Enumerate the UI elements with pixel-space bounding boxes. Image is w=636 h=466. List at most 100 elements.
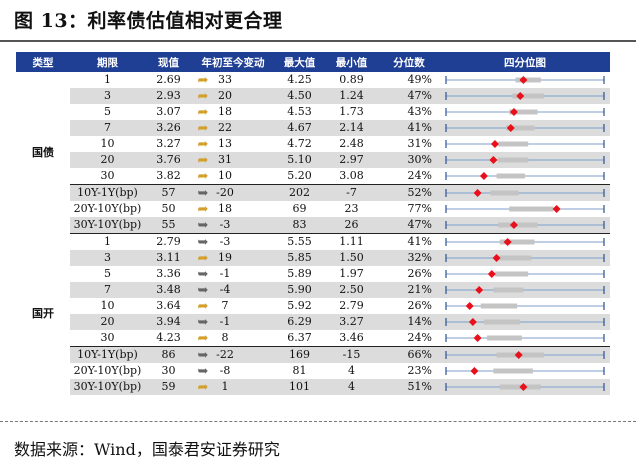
quartile-box: [498, 157, 529, 163]
cell-max: 5.10: [274, 152, 325, 168]
cell-max: 6.29: [274, 314, 325, 330]
cell-percentile: 66%: [378, 346, 440, 363]
quartile-plot: [445, 238, 605, 246]
cell-current: 30: [161, 364, 176, 377]
cell-term: 10Y-1Y(bp): [70, 346, 145, 363]
quartile-plot: [445, 351, 605, 359]
cell-max: 4.67: [274, 120, 325, 136]
quartile-box: [483, 319, 521, 325]
cell-min: -7: [325, 184, 378, 201]
table-row: 10Y-1Y(bp) 57 ➥ -20 202 -7 52%: [16, 184, 610, 201]
arrow-up-right-icon: ➦: [197, 201, 209, 217]
cell-max: 202: [274, 184, 325, 201]
quartile-plot: [445, 205, 605, 213]
cell-ytd-change: ➥ -22: [192, 346, 274, 363]
cell-ytd-change: ➥ -3: [192, 217, 274, 234]
cell-current: 57: [145, 184, 192, 201]
cell-percentile: 26%: [407, 267, 432, 280]
cell-term: 30Y-10Y(bp): [70, 217, 145, 234]
quartile-plot-cell: [440, 363, 610, 379]
table-row: 7 3.48 ➥ -4 5.90 2.50 21%: [16, 282, 610, 298]
cell-ytd-change-value: 31: [218, 153, 232, 166]
cell-ytd-change: ➦ 7: [192, 298, 274, 314]
cell-ytd-change-value: -3: [219, 235, 231, 248]
quartile-box: [494, 271, 529, 277]
table-row: 5 3.07 ➦ 18 4.53 1.73 43%: [16, 104, 610, 120]
cell-ytd-change: ➥ -1: [192, 314, 274, 330]
cell-current: 3.64: [156, 299, 181, 312]
quartile-plot: [445, 367, 605, 375]
quartile-plot: [445, 92, 605, 100]
figure-title: 图 13：利率债估值相对更合理: [14, 10, 283, 32]
cell-current: 4.23: [156, 331, 181, 344]
current-percentile-marker: [509, 221, 518, 229]
cell-percentile: 26%: [407, 299, 432, 312]
cell-min: 2.79: [339, 299, 364, 312]
cell-ytd-change: ➦ 19: [192, 250, 274, 266]
cell-term: 1: [104, 73, 111, 86]
table-row: 5 3.36 ➥ -1 5.89 1.97 26%: [16, 266, 610, 282]
cell-term: 7: [70, 282, 145, 298]
cell-min: 1.73: [339, 105, 364, 118]
cell-current: 3.11: [145, 250, 192, 266]
header-ytd-change: 年初至今变动: [192, 52, 274, 72]
cell-ytd-change-value: 33: [218, 73, 232, 86]
quartile-box: [490, 190, 519, 196]
cell-max: 5.90: [274, 282, 325, 298]
cell-max: 4.53: [287, 105, 312, 118]
cell-min: 23: [344, 202, 359, 215]
cell-current: 3.48: [145, 282, 192, 298]
arrow-down-right-icon: ➥: [197, 282, 209, 298]
quartile-box: [512, 93, 544, 99]
cell-ytd-change-value: -8: [219, 364, 231, 377]
arrow-down-right-icon: ➥: [197, 217, 209, 233]
cell-term: 30Y-10Y(bp): [70, 379, 145, 395]
valuation-table: 类型 期限 现值 年初至今变动 最大值 最小值 分位数 四分位图 国债 1 2.69…: [16, 52, 610, 395]
cell-min: 3.27: [325, 314, 378, 330]
cell-max: 5.55: [274, 233, 325, 250]
cell-percentile: 23%: [407, 364, 432, 377]
cell-term: 5: [104, 267, 111, 280]
quartile-plot: [445, 76, 605, 84]
group-label: 国开: [16, 233, 70, 395]
table-row: 3 3.11 ➦ 19 5.85 1.50 32%: [16, 250, 610, 266]
quartile-plot-cell: [440, 298, 610, 314]
cell-term: 1: [70, 233, 145, 250]
quartile-plot-cell: [440, 282, 610, 298]
cell-ytd-change-value: -22: [216, 348, 234, 361]
quartile-plot-cell: [440, 330, 610, 347]
quartile-box: [498, 141, 529, 147]
cell-max: 5.92: [287, 299, 312, 312]
cell-ytd-change: ➦ 18: [192, 104, 274, 120]
quartile-box: [493, 287, 524, 293]
quartile-plot: [445, 156, 605, 164]
quartile-plot: [445, 140, 605, 148]
quartile-plot-cell: [440, 201, 610, 217]
header-quartile-chart: 四分位图: [440, 52, 610, 72]
header-current: 现值: [145, 52, 192, 72]
current-percentile-marker: [487, 270, 496, 278]
current-percentile-marker: [552, 205, 561, 213]
cell-percentile: 49%: [407, 73, 432, 86]
table-row: 20 3.94 ➥ -1 6.29 3.27 14%: [16, 314, 610, 330]
cell-max: 4.72: [287, 137, 312, 150]
table-row: 10 3.64 ➦ 7 5.92 2.79 26%: [16, 298, 610, 314]
arrow-down-right-icon: ➥: [197, 266, 209, 282]
quartile-plot: [445, 302, 605, 310]
cell-ytd-change: ➦ 33: [192, 72, 274, 88]
current-percentile-marker: [479, 172, 488, 180]
quartile-plot: [445, 318, 605, 326]
cell-ytd-change: ➥ -20: [192, 184, 274, 201]
quartile-box: [480, 303, 518, 309]
cell-max: 5.20: [287, 169, 312, 182]
header-type: 类型: [16, 52, 70, 72]
cell-percentile: 24%: [407, 331, 432, 344]
cell-min: -15: [325, 346, 378, 363]
current-percentile-marker: [490, 140, 499, 148]
table-row: 3 2.93 ➦ 20 4.50 1.24 47%: [16, 88, 610, 104]
cell-term: 30: [100, 169, 115, 182]
table-row: 10 3.27 ➦ 13 4.72 2.48 31%: [16, 136, 610, 152]
cell-ytd-change: ➦ 10: [192, 168, 274, 185]
current-percentile-marker: [473, 189, 482, 197]
cell-ytd-change: ➦ 22: [192, 120, 274, 136]
